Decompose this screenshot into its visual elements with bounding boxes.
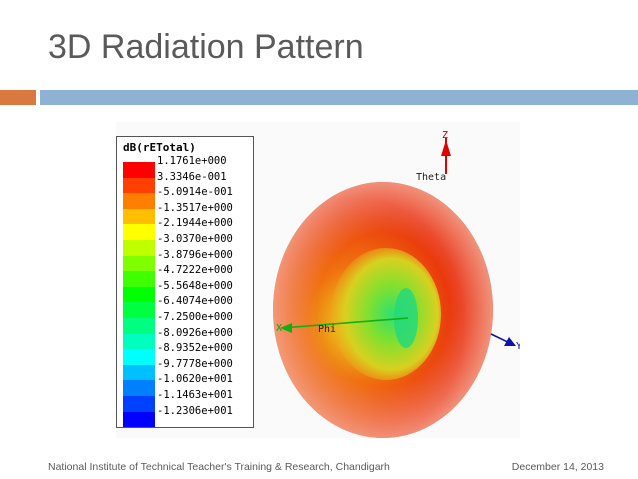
legend-row: -5.0914e-001 [123,186,249,209]
phi-label: Phi [318,324,336,335]
legend-swatch [123,271,155,287]
legend-title: dB(rETotal) [123,141,196,154]
legend-value: 1.1761e+000 [157,155,227,167]
color-legend: dB(rETotal) 1.1761e+000 3.3346e-001 -5.091… [116,136,254,428]
legend-swatch [123,349,155,365]
legend-swatch [123,364,155,381]
legend-row: -1.2306e+001 [123,405,249,428]
radiation-pattern-3d: Z Theta X Phi Y [273,130,520,438]
legend-swatch [123,318,155,334]
legend-value: -5.5648e+000 [157,279,233,292]
accent-bar-blue [40,90,638,105]
legend-value: -8.9352e+000 [157,342,233,355]
y-axis-arrow [504,337,516,346]
legend-row: -7.2500e+000 [123,311,249,334]
legend-swatch [123,177,155,194]
legend-row: -8.9352e+000 [123,342,249,365]
legend-value: -1.2306e+001 [157,404,233,417]
legend-value: -3.8796e+000 [157,248,233,261]
legend-value: -8.0926e+000 [157,326,233,339]
legend-row: -6.4074e+000 [123,295,249,318]
legend-value: -1.0620e+001 [157,373,233,386]
legend-swatch [123,396,155,412]
footer-institute: National Institute of Technical Teacher'… [48,461,390,473]
legend-row: -8.0926e+000 [123,327,249,350]
legend-row: -3.0370e+000 [123,233,249,256]
footer-date: December 14, 2013 [511,461,604,473]
slide-title: 3D Radiation Pattern [48,28,364,66]
legend-value: -4.7222e+000 [157,264,233,277]
legend-swatch [123,224,155,240]
legend-row: -3.8796e+000 [123,249,249,272]
legend-value: -1.3517e+000 [157,201,233,214]
legend-swatch [123,286,155,303]
legend-swatch [123,193,155,209]
z-axis-arrow [441,140,451,156]
legend-swatch [123,380,155,396]
legend-row: -5.5648e+000 [123,280,249,303]
legend-row: -4.7222e+000 [123,264,249,287]
x-axis-arrow [280,323,292,333]
x-axis-line [281,317,409,329]
legend-swatch [123,162,155,178]
legend-swatch [123,302,155,318]
legend-row: -1.1463e+001 [123,389,249,412]
legend-value: -5.0914e-001 [157,186,233,199]
legend-value: -6.4074e+000 [157,295,233,308]
x-axis-label: X [276,323,282,334]
legend-row: 1.1761e+000 [123,155,249,178]
legend-value: -7.2500e+000 [157,311,233,323]
y-axis-label: Y [516,341,520,352]
legend-swatch [123,411,155,428]
accent-bar-orange [0,90,36,105]
legend-value: -3.0370e+000 [157,233,233,245]
pattern-null [331,248,441,380]
legend-swatch [123,255,155,272]
legend-row: -1.0620e+001 [123,373,249,396]
legend-swatch [123,208,155,225]
legend-row: -9.7778e+000 [123,358,249,381]
legend-swatch [123,333,155,350]
legend-row: -2.1944e+000 [123,217,249,240]
z-axis-label: Z [442,130,448,141]
theta-label: Theta [416,172,446,183]
legend-value: -2.1944e+000 [157,217,233,230]
legend-swatch [123,240,155,256]
legend-value: -9.7778e+000 [157,357,233,370]
legend-row: 3.3346e-001 [123,171,249,194]
legend-value: -1.1463e+001 [157,389,233,401]
legend-row: -1.3517e+000 [123,202,249,225]
legend-value: 3.3346e-001 [157,170,227,183]
